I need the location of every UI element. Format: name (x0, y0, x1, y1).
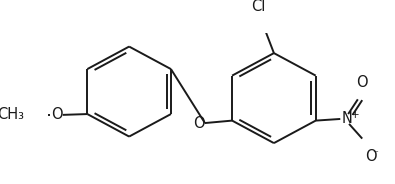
Text: O: O (51, 107, 62, 122)
Text: O: O (193, 116, 205, 131)
Text: O: O (365, 149, 376, 164)
Text: ⁻: ⁻ (373, 149, 379, 159)
Text: +: + (351, 110, 359, 120)
Text: O: O (356, 75, 368, 89)
Text: Cl: Cl (251, 0, 265, 14)
Text: N: N (342, 112, 353, 126)
Text: CH₃: CH₃ (0, 107, 24, 122)
